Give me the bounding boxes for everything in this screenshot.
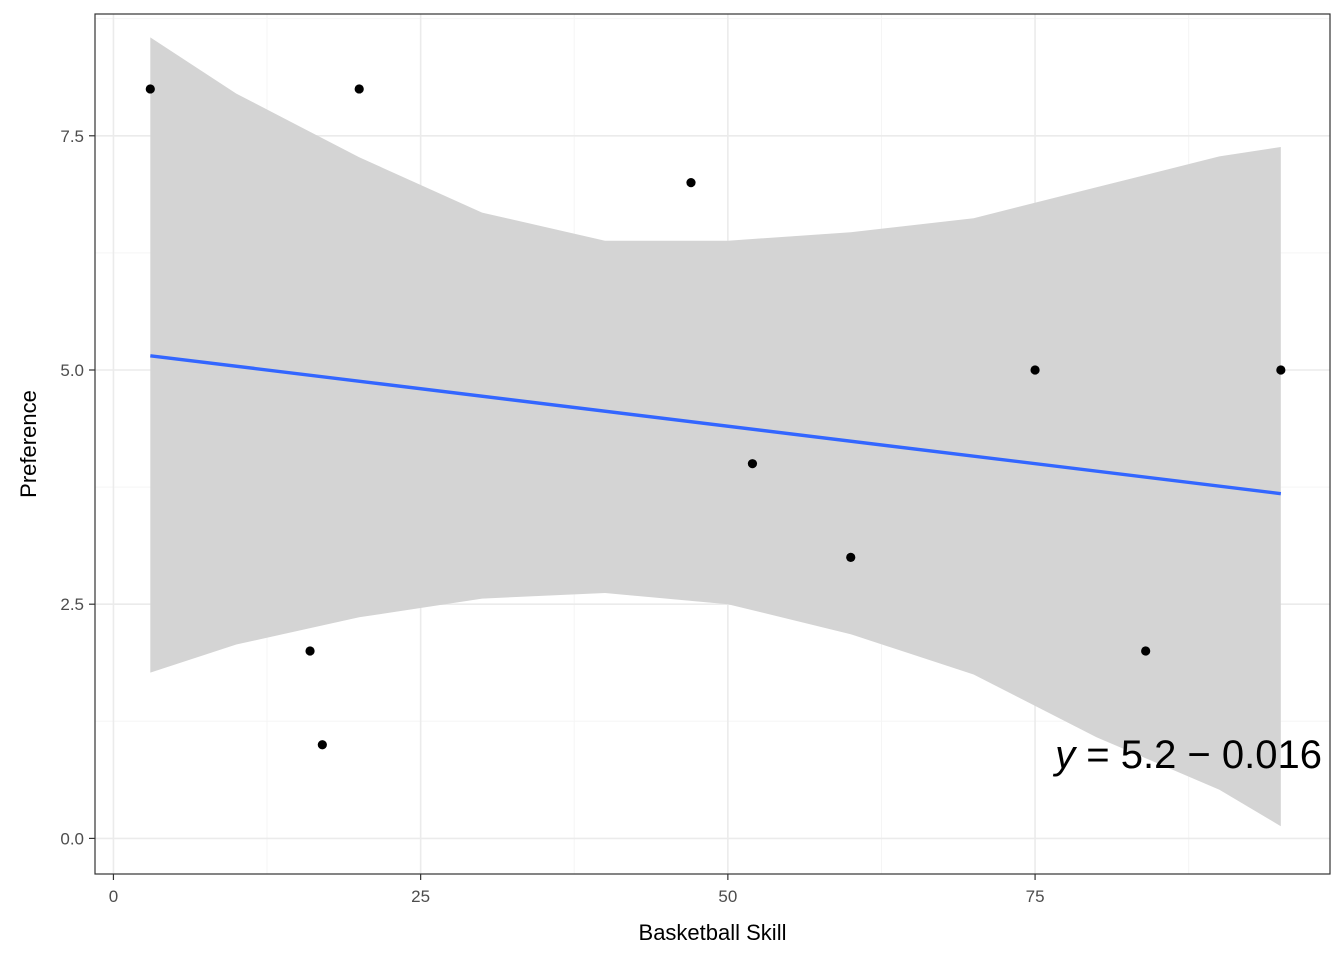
regression-equation: y = 5.2 − 0.016 xyxy=(1052,733,1322,777)
y-axis-title: Preference xyxy=(16,390,41,498)
equation-rhs: = 5.2 − 0.016 xyxy=(1075,733,1322,777)
data-point xyxy=(747,459,758,469)
data-point xyxy=(686,178,696,188)
data-point xyxy=(305,646,315,656)
x-axis-title: Basketball Skill xyxy=(639,920,787,945)
y-tick-label: 2.5 xyxy=(60,595,84,614)
x-tick-label: 75 xyxy=(1026,887,1045,906)
x-tick-label: 0 xyxy=(109,887,118,906)
data-point xyxy=(354,84,364,94)
confidence-band xyxy=(150,37,1281,827)
data-point xyxy=(1276,365,1286,375)
fit-line xyxy=(150,354,1282,496)
y-tick-label: 5.0 xyxy=(60,361,84,380)
equation-lhs: y xyxy=(1052,733,1078,777)
y-tick-label: 0.0 xyxy=(60,829,84,848)
data-point xyxy=(1030,365,1040,375)
x-axis: 0 25 50 75 xyxy=(109,874,1045,906)
x-tick-label: 50 xyxy=(718,887,737,906)
data-point xyxy=(145,84,155,94)
y-axis: 0.0 2.5 5.0 7.5 xyxy=(60,127,95,848)
data-point xyxy=(1141,646,1151,656)
data-points xyxy=(145,84,1286,750)
y-tick-label: 7.5 xyxy=(60,127,84,146)
panel-border xyxy=(94,13,1331,875)
x-tick-label: 25 xyxy=(411,887,430,906)
data-point xyxy=(846,552,856,562)
data-point xyxy=(317,740,327,750)
